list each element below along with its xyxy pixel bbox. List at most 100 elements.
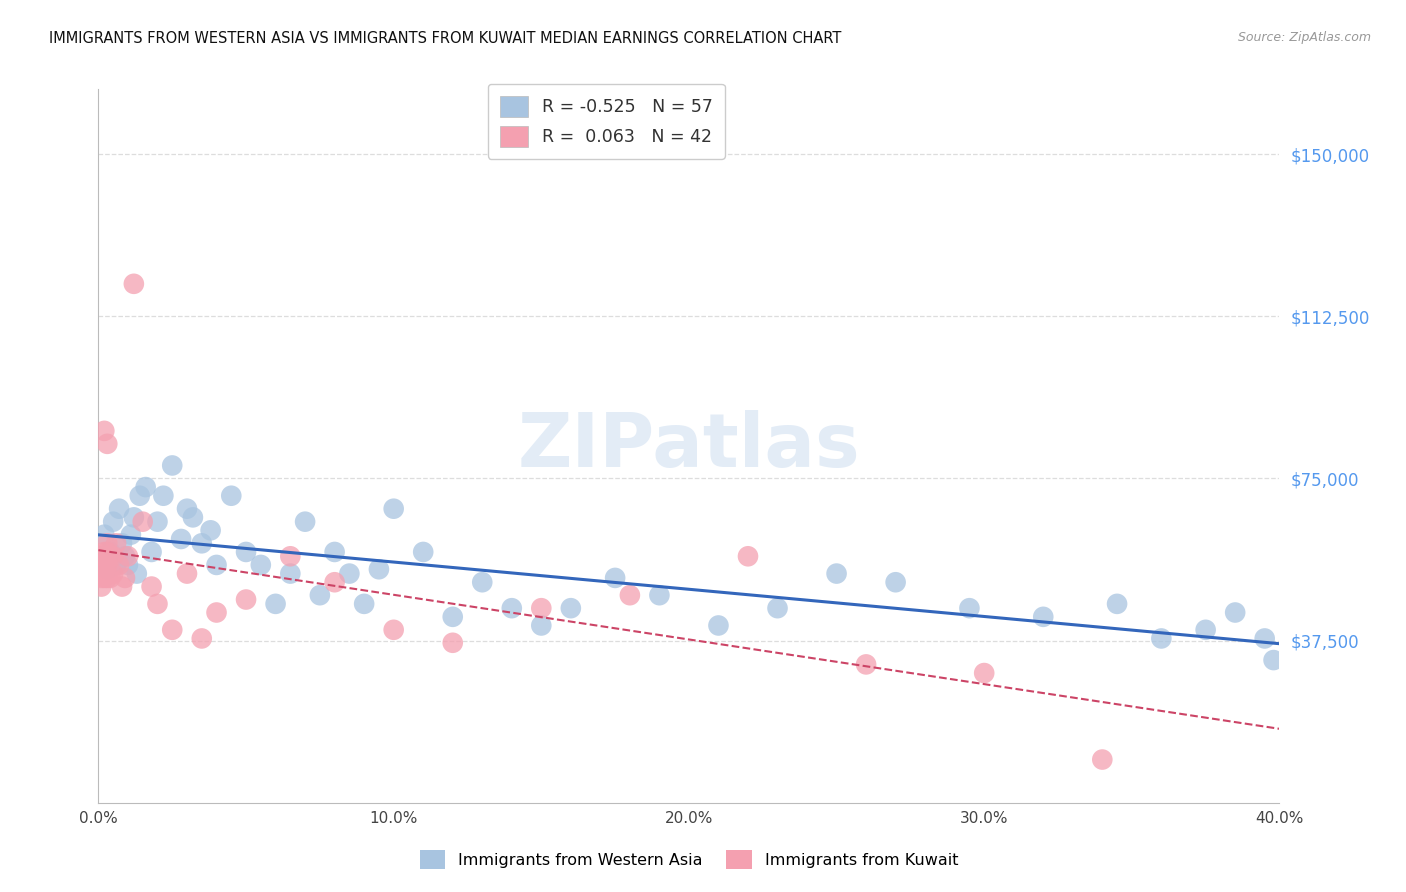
Point <box>382 501 405 516</box>
Point <box>737 549 759 564</box>
Point <box>98 545 121 559</box>
Point <box>1032 610 1054 624</box>
Point <box>176 566 198 581</box>
Point <box>117 558 139 572</box>
Point <box>96 571 118 585</box>
Point <box>825 566 848 581</box>
Point <box>471 575 494 590</box>
Point <box>93 549 115 564</box>
Point <box>93 424 115 438</box>
Point <box>103 549 125 564</box>
Point <box>152 489 174 503</box>
Point <box>278 566 302 581</box>
Point <box>96 437 118 451</box>
Point <box>959 601 981 615</box>
Point <box>108 558 131 572</box>
Point <box>108 501 131 516</box>
Point <box>1223 606 1246 620</box>
Point <box>111 536 134 550</box>
Point <box>530 601 553 615</box>
Point <box>973 666 995 681</box>
Point <box>120 527 142 541</box>
Point <box>766 601 789 615</box>
Point <box>648 588 671 602</box>
Point <box>707 618 730 632</box>
Point <box>122 510 145 524</box>
Point <box>235 545 257 559</box>
Point <box>323 575 346 590</box>
Point <box>501 601 523 615</box>
Point <box>191 536 214 550</box>
Point <box>441 610 464 624</box>
Point <box>176 501 198 516</box>
Point <box>441 636 464 650</box>
Point <box>90 558 112 572</box>
Point <box>560 601 582 615</box>
Point <box>619 588 641 602</box>
Point <box>323 545 346 559</box>
Point <box>530 618 553 632</box>
Point <box>368 562 391 576</box>
Point <box>181 510 204 524</box>
Point <box>141 545 163 559</box>
Point <box>90 549 112 564</box>
Point <box>93 571 115 585</box>
Point <box>1150 632 1173 646</box>
Point <box>96 545 118 559</box>
Point <box>98 549 121 564</box>
Point <box>205 606 228 620</box>
Point <box>146 597 169 611</box>
Point <box>93 545 115 559</box>
Point <box>135 480 157 494</box>
Point <box>103 515 125 529</box>
Point <box>117 549 139 564</box>
Point <box>191 632 214 646</box>
Point <box>162 623 183 637</box>
Point <box>96 558 118 572</box>
Point <box>90 549 112 564</box>
Point <box>219 489 242 503</box>
Legend: Immigrants from Western Asia, Immigrants from Kuwait: Immigrants from Western Asia, Immigrants… <box>412 842 966 877</box>
Point <box>93 562 115 576</box>
Point <box>90 571 112 585</box>
Point <box>128 489 150 503</box>
Point <box>114 549 136 564</box>
Point <box>294 515 316 529</box>
Text: Source: ZipAtlas.com: Source: ZipAtlas.com <box>1237 31 1371 45</box>
Text: IMMIGRANTS FROM WESTERN ASIA VS IMMIGRANTS FROM KUWAIT MEDIAN EARNINGS CORRELATI: IMMIGRANTS FROM WESTERN ASIA VS IMMIGRAN… <box>49 31 842 46</box>
Point <box>98 571 121 585</box>
Point <box>141 580 163 594</box>
Point <box>122 277 145 291</box>
Point <box>1195 623 1218 637</box>
Point <box>309 588 332 602</box>
Point <box>1254 632 1277 646</box>
Point <box>235 592 257 607</box>
Point <box>1105 597 1128 611</box>
Point <box>605 571 627 585</box>
Point <box>250 558 273 572</box>
Point <box>278 549 302 564</box>
Point <box>264 597 287 611</box>
Point <box>146 515 169 529</box>
Point <box>132 515 155 529</box>
Point <box>1091 753 1114 767</box>
Point <box>353 597 375 611</box>
Point <box>90 580 112 594</box>
Point <box>103 566 125 581</box>
Point <box>412 545 434 559</box>
Point <box>93 527 115 541</box>
Point <box>162 458 183 473</box>
Point <box>884 575 907 590</box>
Point <box>855 657 877 672</box>
Point <box>382 623 405 637</box>
Point <box>111 580 134 594</box>
Point <box>125 566 148 581</box>
Point <box>170 532 193 546</box>
Point <box>339 566 360 581</box>
Point <box>105 536 128 550</box>
Point <box>114 571 136 585</box>
Point <box>200 524 222 538</box>
Point <box>205 558 228 572</box>
Point <box>96 536 118 550</box>
Point <box>1263 653 1285 667</box>
